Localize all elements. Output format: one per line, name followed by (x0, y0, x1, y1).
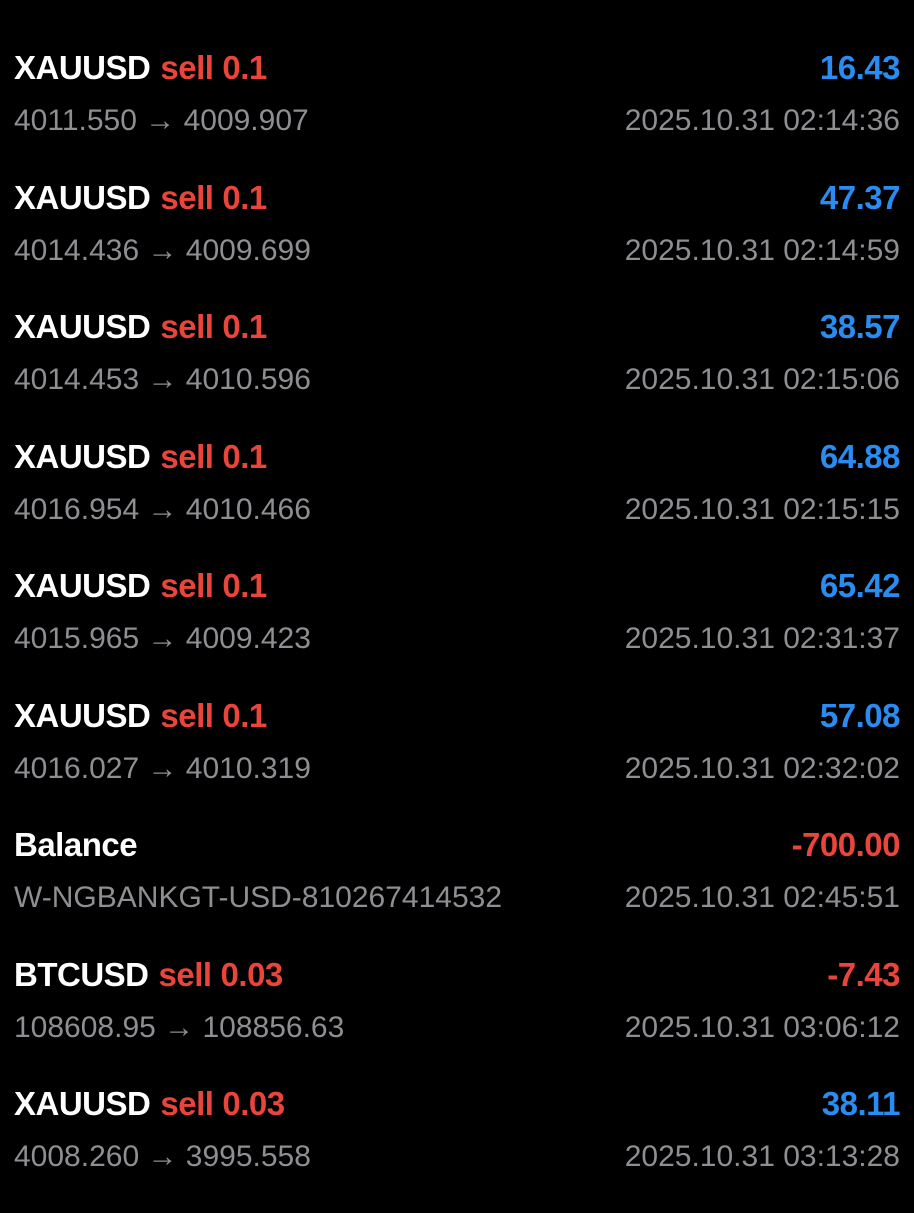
symbol: Balance (14, 826, 138, 863)
detail: W-NGBANKGT-USD-810267414532 (14, 881, 502, 914)
trade-title: XAUUSD sell 0.1 (14, 178, 267, 218)
side: sell (160, 1085, 214, 1122)
side: sell (158, 955, 213, 993)
volume: 0.1 (222, 696, 267, 734)
volume: 0.1 (222, 308, 267, 345)
trade-title: XAUUSD sell 0.1 (14, 696, 267, 736)
detail: 4014.453 → 4010.596 (14, 363, 311, 396)
time: 2025.10.31 02:14:59 (624, 233, 900, 267)
detail: 4015.965 → 4009.423 (14, 622, 311, 655)
volume: 0.1 (222, 567, 267, 604)
detail: 4011.550 → 4009.907 (14, 104, 309, 137)
time: 2025.10.31 02:31:37 (624, 622, 900, 655)
profit: 65.42 (819, 567, 901, 604)
trade-row: BTCUSD sell 0.03 -7.43 108608.95 → 108856.63… (0, 955, 914, 1084)
volume: 0.1 (222, 178, 267, 216)
symbol: XAUUSD (14, 178, 151, 216)
trade-title: XAUUSD sell 0.03 (14, 1084, 285, 1124)
volume: 0.1 (222, 437, 267, 475)
symbol: XAUUSD (14, 567, 151, 604)
symbol: XAUUSD (14, 308, 151, 345)
trade-row: XAUUSD sell 0.03 38.11 4008.260 → 3995.558 20… (0, 1084, 914, 1213)
detail: 4016.027 → 4010.319 (14, 751, 311, 785)
detail: 4008.260 → 3995.558 (14, 1140, 311, 1173)
trade-row: XAUUSD sell 0.1 16.43 4011.550 → 4009.907 202… (0, 48, 914, 177)
side: sell (160, 567, 214, 604)
trade-title: BTCUSD sell 0.03 (14, 955, 283, 995)
symbol: XAUUSD (14, 49, 151, 86)
profit: -700.00 (791, 826, 901, 863)
trade-row: XAUUSD sell 0.1 57.08 4016.027 → 4010.319 202… (0, 696, 914, 825)
trade-title: XAUUSD sell 0.1 (14, 307, 267, 347)
profit: 57.08 (819, 696, 901, 734)
trade-title: XAUUSD sell 0.1 (14, 566, 267, 606)
side: sell (160, 308, 214, 345)
symbol: XAUUSD (14, 696, 151, 734)
side: sell (160, 437, 214, 475)
side: sell (160, 178, 214, 216)
time: 2025.10.31 02:32:02 (624, 751, 900, 785)
profit: 38.11 (821, 1085, 901, 1122)
symbol: XAUUSD (14, 1085, 151, 1122)
profit: -7.43 (827, 955, 900, 993)
trade-title: Balance (14, 825, 138, 865)
time: 2025.10.31 02:45:51 (624, 881, 900, 914)
side: sell (160, 49, 214, 86)
trade-title: XAUUSD sell 0.1 (14, 48, 267, 88)
symbol: XAUUSD (14, 437, 151, 475)
trade-title: XAUUSD sell 0.1 (14, 437, 267, 477)
trade-row: XAUUSD sell 0.1 47.37 4014.436 → 4009.699 202… (0, 178, 914, 307)
side: sell (160, 696, 214, 734)
time: 2025.10.31 03:13:28 (624, 1140, 900, 1173)
time: 2025.10.31 02:14:36 (624, 104, 900, 137)
trade-row: XAUUSD sell 0.1 64.88 4016.954 → 4010.466 202… (0, 437, 914, 566)
profit: 64.88 (819, 437, 901, 475)
profit: 38.57 (819, 308, 901, 345)
detail: 4016.954 → 4010.466 (14, 492, 311, 526)
volume: 0.03 (220, 955, 284, 993)
trade-row: XAUUSD sell 0.1 38.57 4014.453 → 4010.596 202… (0, 307, 914, 436)
volume: 0.03 (222, 1085, 285, 1122)
profit: 47.37 (819, 178, 901, 216)
time: 2025.10.31 02:15:15 (624, 492, 900, 526)
symbol: BTCUSD (14, 955, 149, 993)
trade-row: XAUUSD sell 0.1 65.42 4015.965 → 4009.423 202… (0, 566, 914, 695)
time: 2025.10.31 02:15:06 (624, 363, 900, 396)
detail: 4014.436 → 4009.699 (14, 233, 311, 267)
trade-row: Balance -700.00 W-NGBANKGT-USD-81026741453… (0, 825, 914, 954)
time: 2025.10.31 03:06:12 (624, 1010, 900, 1044)
volume: 0.1 (222, 49, 267, 86)
profit: 16.43 (819, 49, 901, 86)
detail: 108608.95 → 108856.63 (14, 1010, 345, 1044)
